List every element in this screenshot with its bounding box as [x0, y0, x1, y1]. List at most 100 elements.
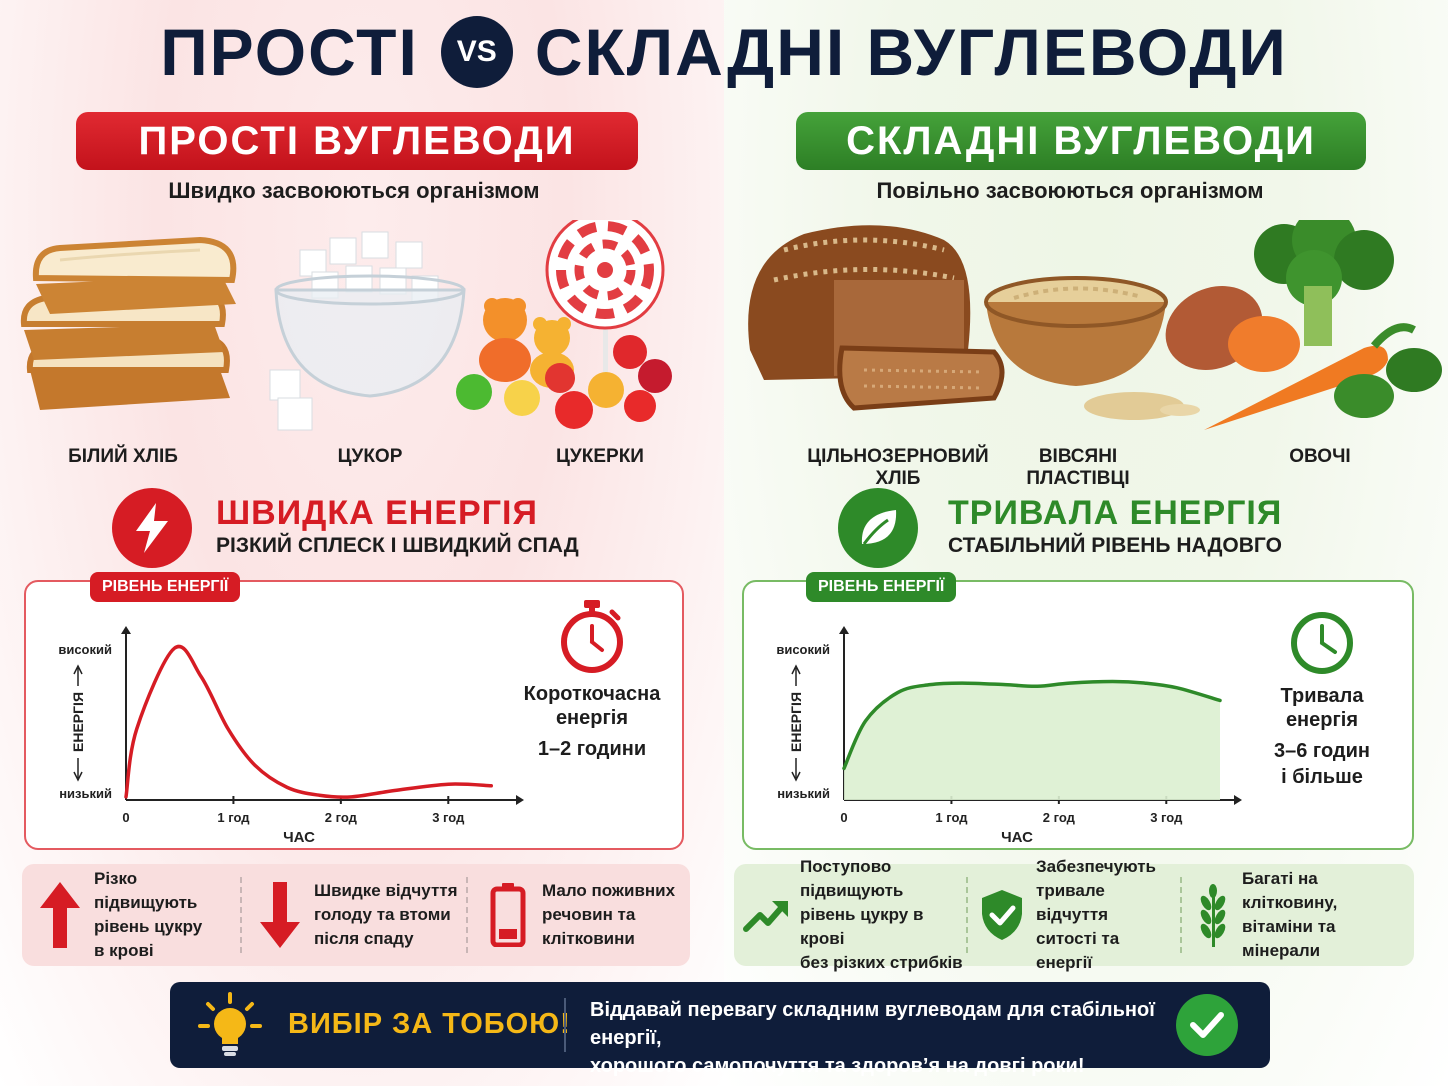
complex-side-duration-1: 3–6 годин [1273, 740, 1370, 762]
food-label-line: ЦІЛЬНОЗЕРНОВИЙ [807, 446, 989, 467]
complex-carbs-subtitle: Повільно засвоюються організмом [876, 178, 1264, 203]
title-right: СКЛАДНІ ВУГЛЕВОДИ [534, 15, 1288, 89]
complex-carbs-column: СКЛАДНІ ВУГЛЕВОДИ Повільно засвоюються о… [724, 0, 1448, 1086]
simple-carbs-subtitle: Швидко засвоюються організмом [168, 178, 540, 203]
simple-fact-3-text: Мало поживних речовин та клітковини [542, 879, 675, 951]
complex-chart-side: Тривала енергія 3–6 годин і більше [1242, 610, 1402, 790]
y-axis-arrow [121, 626, 131, 634]
main-title: ПРОСТІ VS СКЛАДНІ ВУГЛЕВОДИ [0, 12, 1448, 92]
simple-energy-subtitle: РІЗКИЙ СПЛЕСК І ШВИДКИЙ СПАД [216, 534, 579, 557]
complex-energy-chart-box: РІВЕНЬ ЕНЕРГІЇ високий низький ЕНЕРГІЯ 0 1 г… [742, 572, 1414, 850]
food-label-oats: ВІВСЯНІ ПЛАСТІВЦІ [1004, 446, 1152, 490]
fact-line: Різко підвищують [94, 869, 198, 912]
x-axis-label: ЧАС [283, 829, 315, 846]
arrow-up-icon [40, 882, 80, 948]
sugar-cubes-icon [269, 231, 466, 431]
bottom-banner: ВИБІР ЗА ТОБОЮ! Віддавай перевагу складн… [170, 982, 1270, 1077]
banner-divider [564, 998, 566, 1052]
simple-energy-chart-box: РІВЕНЬ ЕНЕРГІЇ високий низький ЕНЕРГІЯ 0 1 г… [24, 572, 684, 850]
simple-side-duration: 1–2 години [537, 738, 647, 760]
y-axis-label: ЕНЕРГІЯ [70, 692, 86, 752]
y-label-bg [784, 686, 808, 758]
y-tick-high: високий [776, 642, 830, 657]
x-tick-label: 3 год [432, 810, 465, 825]
x-tick-label: 2 год [325, 810, 358, 825]
food-label-line: ХЛІБ [875, 468, 921, 489]
low-battery-icon [490, 883, 526, 947]
food-label-candy: ЦУКЕРКИ [556, 446, 644, 467]
x-axis-arrow [1234, 795, 1242, 805]
x-tick-label: 1 год [217, 810, 250, 825]
lightbulb-icon [198, 992, 262, 1056]
fact-line: рівень цукру в крові [800, 905, 924, 948]
fact-divider [466, 877, 468, 953]
vs-badge: VS [440, 16, 513, 88]
fact-line: вітаміни та мінерали [1242, 917, 1336, 960]
complex-carbs-pill: СКЛАДНІ ВУГЛЕВОДИ [796, 112, 1366, 170]
fact-line: рівень цукру [94, 917, 203, 936]
banner-text: Віддавай перевагу складним вуглеводам дл… [590, 996, 1180, 1080]
fact-line: клітковини [542, 929, 635, 948]
complex-energy-subtitle: СТАБІЛЬНИЙ РІВЕНЬ НАДОВГО [948, 534, 1282, 557]
simple-side-text-2: енергія [555, 707, 629, 729]
x-tick-label: 0 [840, 810, 847, 825]
simple-energy-heading: ШВИДКА ЕНЕРГІЯ РІЗКИЙ СПЛЕСК І ШВИДКИЙ С… [0, 488, 724, 572]
check-icon [1176, 994, 1238, 1056]
arrow-down-icon [260, 882, 300, 948]
y-label-arrow-bottom [791, 771, 801, 782]
series-line [124, 644, 494, 799]
fact-line: речовин та [542, 905, 636, 924]
simple-energy-title: ШВИДКА ЕНЕРГІЯ [216, 494, 538, 532]
trend-up-icon [743, 901, 788, 932]
complex-fact-3: Багаті на клітковину, вітаміни та мінера… [1182, 869, 1410, 960]
y-axis-label: ЕНЕРГІЯ [788, 692, 804, 752]
fact-line: в крові [94, 941, 154, 960]
fact-divider [1180, 877, 1182, 953]
wholegrain-bread-icon [748, 225, 1005, 411]
food-label-wholegrain: ЦІЛЬНОЗЕРНОВИЙ ХЛІБ [778, 446, 1018, 490]
white-bread-icon [20, 236, 237, 410]
complex-fact-2: Забезпечують тривале відчуття ситості та… [968, 857, 1180, 972]
simple-fact-1: Різко підвищують рівень цукру в крові [22, 869, 240, 960]
shield-check-icon [982, 890, 1022, 940]
complex-energy-chart: високий низький ЕНЕРГІЯ 0 1 год 2 год 3 год ЧАС [776, 626, 1242, 846]
candy-icon [456, 220, 672, 429]
complex-side-text-2: енергія [1285, 709, 1359, 731]
simple-side-text-1: Короткочасна [523, 683, 661, 705]
complex-chart-tag: РІВЕНЬ ЕНЕРГІЇ [806, 572, 957, 602]
x-axis-label: ЧАС [1001, 829, 1033, 846]
series-area [844, 681, 1220, 800]
fact-line: після спаду [314, 929, 414, 948]
oats-bowl-icon [984, 276, 1200, 420]
banner-title: ВИБІР ЗА ТОБОЮ! [288, 1008, 571, 1040]
fact-line: ситості та енергії [1036, 929, 1120, 972]
x-tick-label: 3 год [1150, 810, 1183, 825]
fact-line: без різких стрибків [800, 953, 963, 972]
banner-text-line-2: хорошого самопочуття та здоров’я на довг… [590, 1055, 1085, 1077]
y-tick-high: високий [58, 642, 112, 657]
leaf-icon [838, 488, 918, 568]
lightning-icon [112, 488, 192, 568]
title-left: ПРОСТІ [160, 15, 419, 89]
stopwatch-icon [561, 600, 623, 673]
food-label-sugar: ЦУКОР [337, 446, 403, 467]
simple-fact-2: Швидке відчуття голоду та втоми після сп… [242, 875, 466, 955]
y-label-arrow-top [73, 664, 83, 675]
fact-line: Мало поживних [542, 881, 676, 900]
x-tick-label: 0 [122, 810, 129, 825]
x-tick-label: 1 год [935, 810, 968, 825]
complex-side-text-1: Тривала [1280, 685, 1364, 707]
complex-energy-heading: ТРИВАЛА ЕНЕРГІЯ СТАБІЛЬНИЙ РІВЕНЬ НАДОВГ… [724, 488, 1448, 572]
complex-fact-2-text: Забезпечують тривале відчуття ситості та… [1036, 855, 1180, 975]
y-label-arrow-bottom [73, 771, 83, 782]
banner-text-line-1: Віддавай перевагу складним вуглеводам дл… [590, 999, 1155, 1049]
fact-line: Багаті на клітковину, [1242, 869, 1338, 912]
fact-divider [966, 877, 968, 953]
wheat-icon [1200, 884, 1226, 947]
x-axis-arrow [516, 795, 524, 805]
simple-chart-tag: РІВЕНЬ ЕНЕРГІЇ [90, 572, 241, 602]
simple-chart-side: Короткочасна енергія 1–2 години [512, 598, 672, 762]
complex-fact-1-text: Поступово підвищують рівень цукру в кров… [800, 855, 966, 975]
complex-fact-1: Поступово підвищують рівень цукру в кров… [734, 857, 966, 972]
complex-fact-3-text: Багаті на клітковину, вітаміни та мінера… [1242, 867, 1410, 963]
